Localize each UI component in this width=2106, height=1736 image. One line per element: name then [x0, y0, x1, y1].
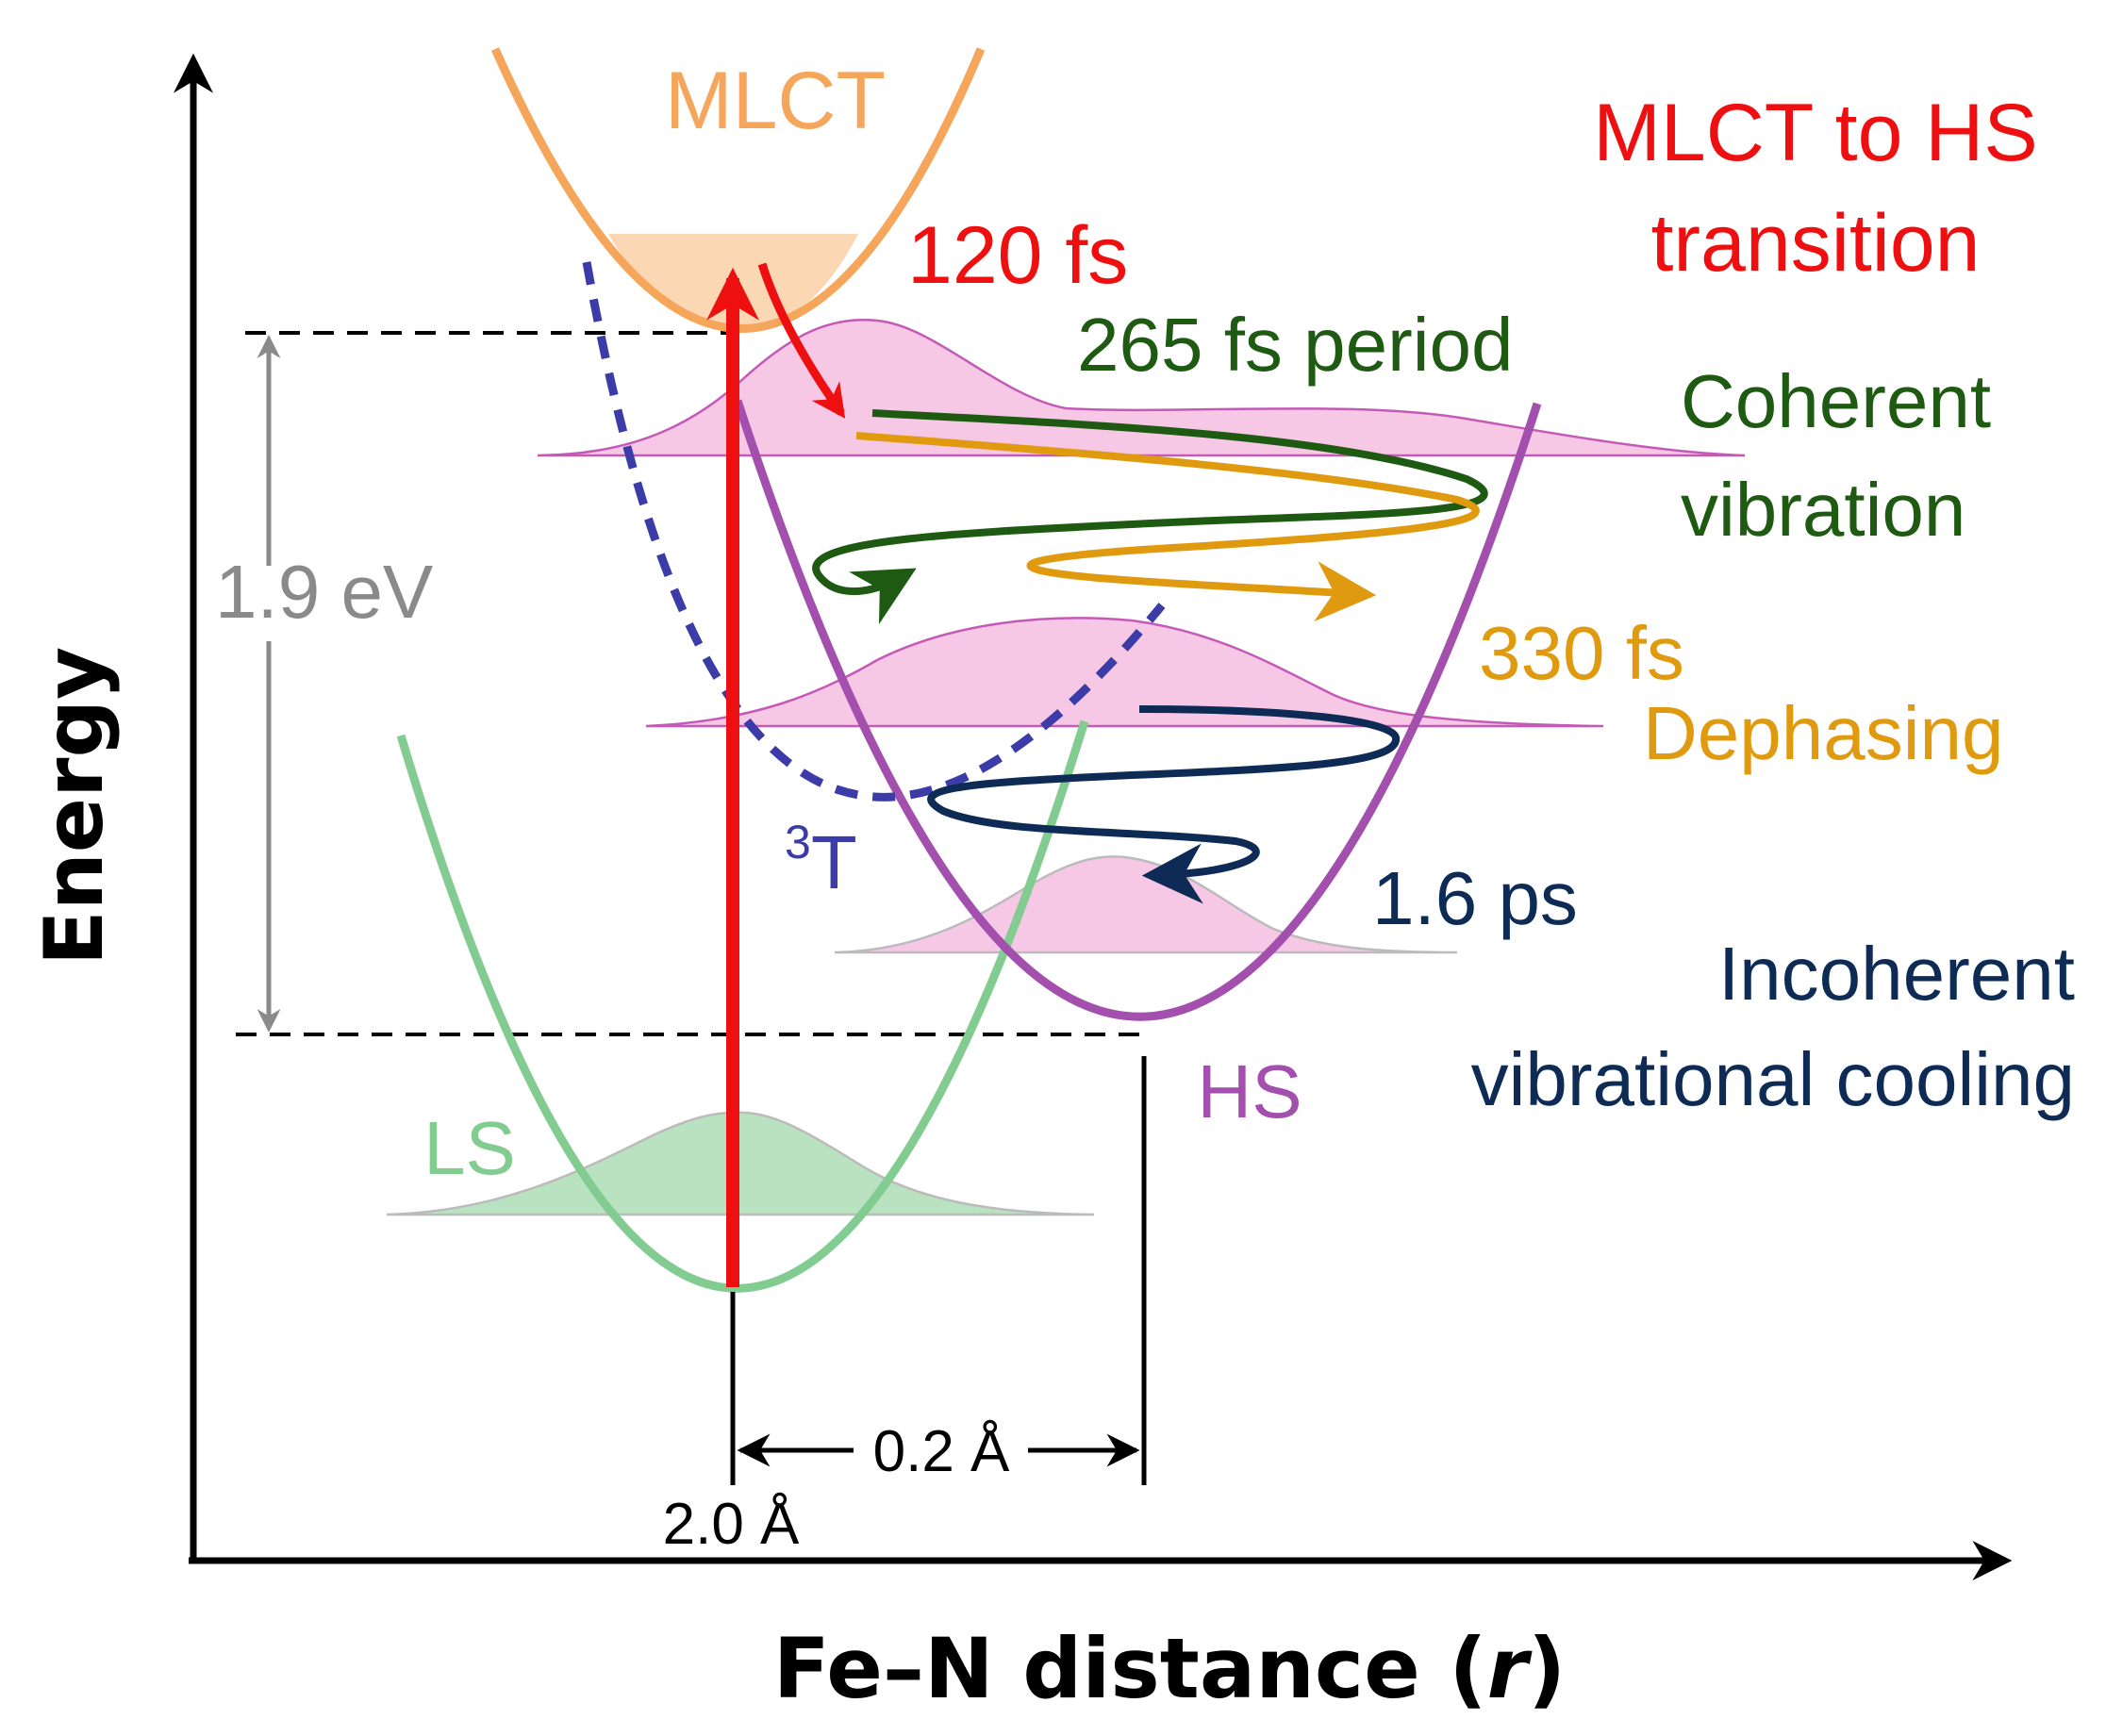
ls-distance-label: 2.0 Å: [663, 1492, 800, 1557]
cooling-label-line1: Incoherent: [1718, 932, 2075, 1016]
coherent-vibration-arrow: [812, 409, 1488, 625]
period-label: 265 fs period: [1077, 303, 1514, 387]
transition-title-line2: transition: [1651, 198, 1981, 289]
coherent-label-line2: vibration: [1681, 468, 1965, 552]
transition-time-label: 120 fs: [907, 210, 1128, 301]
dephasing-label: Dephasing: [1643, 691, 2004, 775]
y-axis-label: Energy: [27, 647, 122, 966]
dephasing-time-label: 330 fs: [1479, 611, 1684, 695]
delta-distance-label: 0.2 Å: [873, 1419, 1010, 1484]
mlct-label: MLCT: [665, 56, 886, 146]
cooling-arrow: [927, 705, 1401, 904]
ls-label: LS: [423, 1106, 516, 1190]
coherent-label-line1: Coherent: [1681, 359, 1991, 443]
x-axis-label: Fe–N distance (r): [773, 1620, 1566, 1717]
dephasing-arrow: [855, 432, 1480, 622]
cooling-label-line2: vibrational cooling: [1471, 1037, 2075, 1121]
hs-curve: [733, 399, 1542, 1021]
hs-label: HS: [1197, 1050, 1302, 1133]
transition-arrow: [757, 262, 846, 419]
wavepacket-ls: [386, 1111, 1095, 1216]
mlct-curve: [490, 47, 986, 333]
cooling-time-label: 1.6 ps: [1372, 856, 1578, 940]
triplet-label: 3T: [785, 816, 857, 904]
triplet-curve: [582, 261, 1166, 802]
transition-title-line1: MLCT to HS: [1593, 88, 2038, 178]
wavepacket-low: [834, 855, 1458, 954]
wavepacket-mid: [645, 617, 1604, 728]
energy-gap-label: 1.9 eV: [215, 550, 434, 634]
ls-curve: [396, 719, 1089, 1293]
